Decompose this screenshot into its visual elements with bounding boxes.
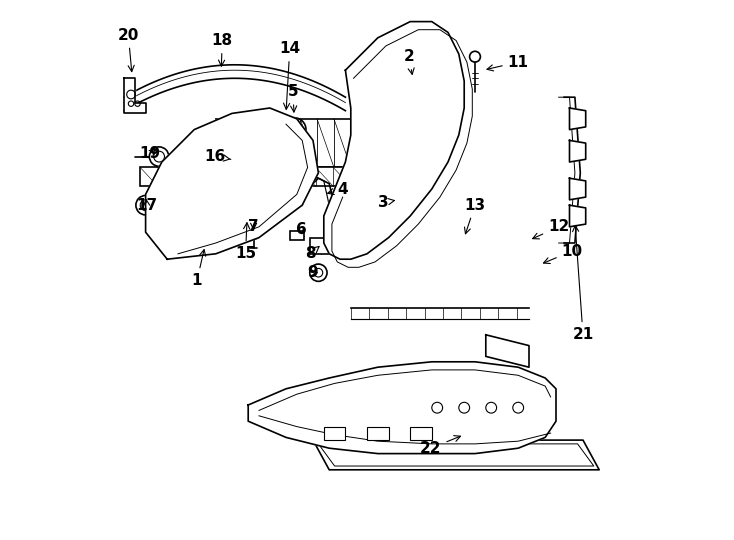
Text: 13: 13: [465, 198, 486, 234]
Text: 14: 14: [279, 41, 300, 110]
Polygon shape: [145, 108, 319, 259]
FancyBboxPatch shape: [407, 57, 418, 78]
Polygon shape: [313, 440, 599, 470]
Text: 7: 7: [248, 219, 259, 234]
Text: 10: 10: [543, 244, 583, 264]
Polygon shape: [124, 78, 145, 113]
FancyBboxPatch shape: [291, 231, 304, 240]
Text: 9: 9: [308, 265, 319, 280]
Text: 6: 6: [296, 222, 307, 237]
Text: 11: 11: [487, 55, 528, 71]
Text: 16: 16: [204, 149, 231, 164]
Polygon shape: [570, 178, 586, 200]
Text: 19: 19: [139, 146, 161, 161]
FancyBboxPatch shape: [410, 427, 432, 440]
Text: 15: 15: [235, 222, 256, 261]
Text: 2: 2: [404, 49, 415, 75]
FancyBboxPatch shape: [324, 427, 346, 440]
FancyBboxPatch shape: [399, 193, 418, 206]
Polygon shape: [570, 205, 586, 227]
Polygon shape: [570, 140, 586, 162]
Text: 12: 12: [533, 219, 570, 239]
Polygon shape: [248, 362, 556, 454]
Polygon shape: [564, 97, 581, 243]
FancyBboxPatch shape: [216, 119, 351, 167]
FancyBboxPatch shape: [367, 427, 388, 440]
Text: 3: 3: [378, 195, 394, 210]
Text: 17: 17: [136, 198, 157, 213]
Text: 1: 1: [192, 249, 206, 288]
FancyBboxPatch shape: [140, 167, 351, 186]
Text: 18: 18: [211, 33, 233, 66]
FancyBboxPatch shape: [213, 154, 229, 165]
Text: 21: 21: [573, 225, 594, 342]
Polygon shape: [570, 108, 586, 130]
Text: 20: 20: [117, 28, 139, 72]
Text: 8: 8: [305, 246, 319, 261]
Polygon shape: [324, 22, 464, 259]
Text: 5: 5: [288, 84, 298, 112]
FancyBboxPatch shape: [310, 238, 335, 254]
Polygon shape: [486, 335, 529, 367]
Text: 4: 4: [327, 181, 348, 197]
Text: 22: 22: [420, 436, 460, 456]
